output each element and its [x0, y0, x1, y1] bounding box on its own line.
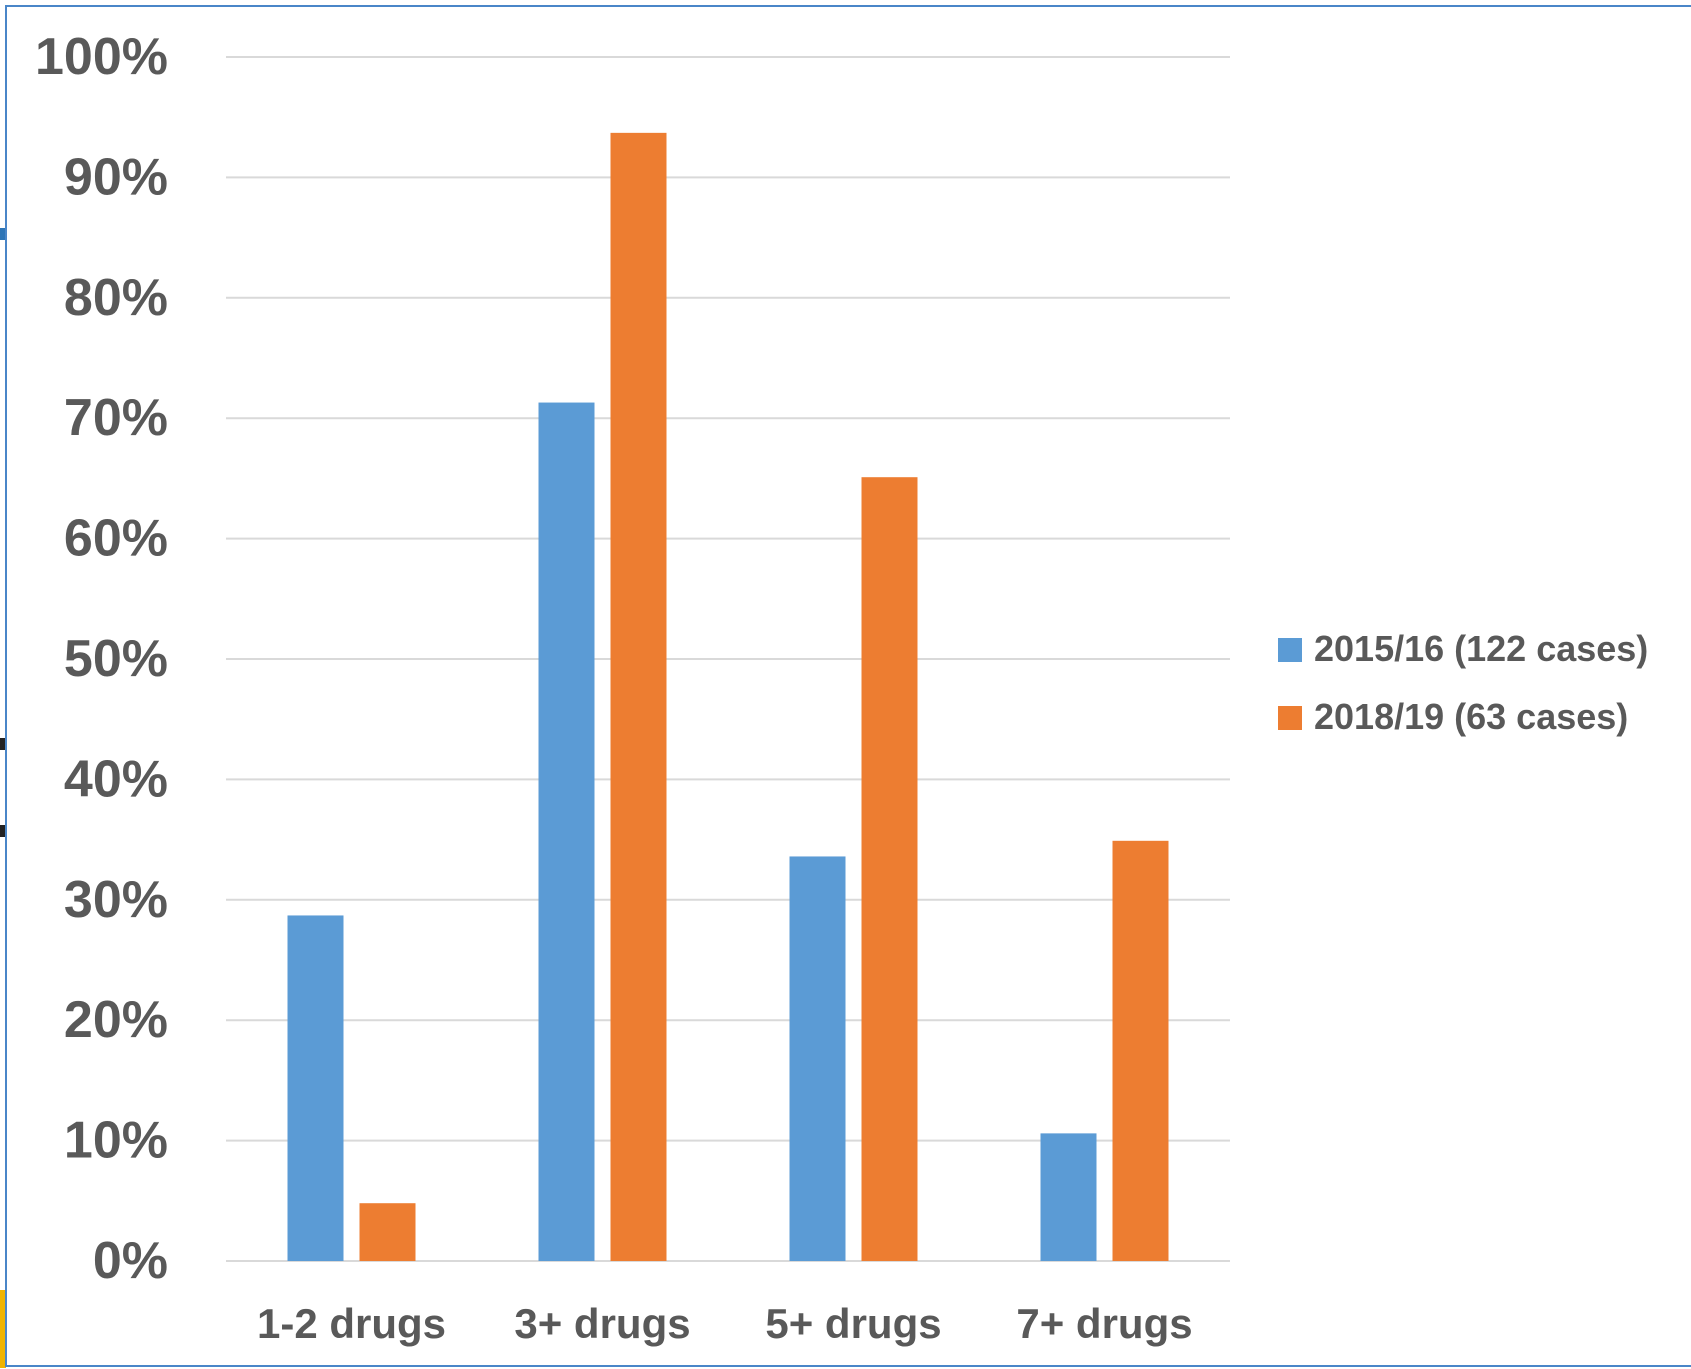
- legend-swatch: [1278, 638, 1302, 662]
- y-axis-ticks: 0% 10% 20% 30% 40% 50% 60% 70% 80% 90% 100%: [35, 28, 168, 1290]
- y-tick-label: 90%: [64, 148, 168, 206]
- legend-label: 2015/16 (122 cases): [1314, 628, 1648, 669]
- x-tick-label: 7+ drugs: [1016, 1300, 1192, 1347]
- y-tick-label: 30%: [64, 871, 168, 929]
- x-tick-label: 3+ drugs: [514, 1300, 690, 1347]
- slide-edge-artifacts: [0, 228, 7, 1368]
- y-tick-label: 60%: [64, 510, 168, 568]
- chart-frame: [5, 5, 1691, 1367]
- y-tick-label: 70%: [64, 389, 168, 447]
- y-tick-label: 10%: [64, 1112, 168, 1170]
- bar-series-1-1: [287, 915, 344, 1261]
- legend-swatch: [1278, 706, 1302, 730]
- bar-series-2-1: [359, 1203, 416, 1261]
- bar-series-1-2: [538, 402, 595, 1262]
- legend: 2015/16 (122 cases) 2018/19 (63 cases): [1278, 628, 1648, 737]
- y-tick-label: 20%: [64, 991, 168, 1049]
- bar-series-2-2: [610, 132, 667, 1261]
- bar-series-1-3: [789, 856, 846, 1261]
- y-tick-label: 100%: [35, 28, 168, 86]
- slide-edge-mark-blue: [0, 228, 7, 240]
- legend-label: 2018/19 (63 cases): [1314, 696, 1628, 737]
- x-axis-ticks: 1-2 drugs 3+ drugs 5+ drugs 7+ drugs: [257, 1300, 1193, 1347]
- y-tick-label: 50%: [64, 630, 168, 688]
- gridlines: [226, 56, 1230, 1262]
- y-tick-label: 40%: [64, 750, 168, 808]
- x-tick-label: 5+ drugs: [765, 1300, 941, 1347]
- bar-series-1-4: [1040, 1133, 1097, 1261]
- y-tick-label: 0%: [93, 1232, 168, 1290]
- slide-edge-mark-dark-2: [0, 825, 7, 837]
- bars: [287, 132, 1169, 1262]
- bar-series-2-4: [1112, 840, 1169, 1261]
- y-tick-label: 80%: [64, 269, 168, 327]
- slide-edge-mark-yellow: [0, 1290, 6, 1368]
- bar-series-2-3: [861, 477, 918, 1261]
- slide-edge-mark-dark: [0, 738, 7, 750]
- x-tick-label: 1-2 drugs: [257, 1300, 446, 1347]
